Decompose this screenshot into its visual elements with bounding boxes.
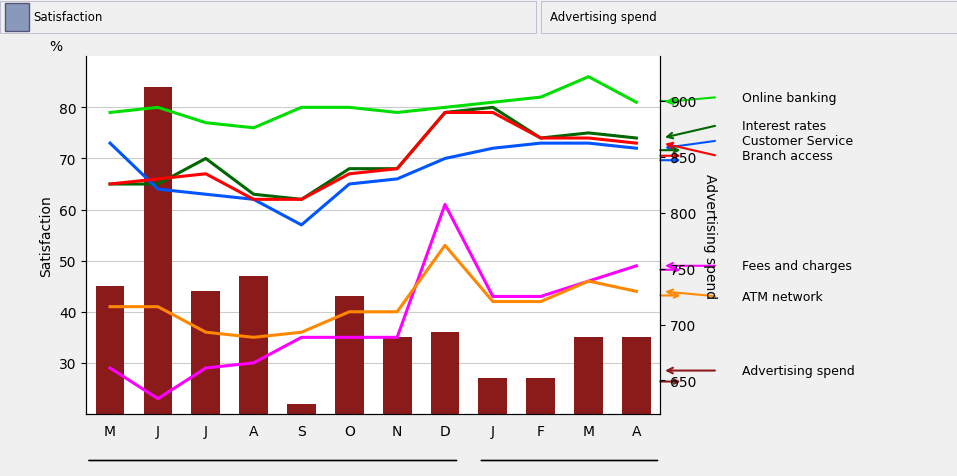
Text: Branch access: Branch access	[742, 150, 833, 163]
Bar	[622, 337, 651, 476]
Text: Advertising spend: Advertising spend	[742, 364, 855, 377]
Bar	[478, 378, 507, 476]
Bar	[526, 378, 555, 476]
Bar	[0, 2, 536, 34]
Bar	[335, 297, 364, 476]
Text: Interest rates: Interest rates	[742, 119, 826, 132]
Bar	[431, 333, 459, 476]
Text: Advertising spend: Advertising spend	[550, 11, 657, 24]
Bar	[5, 4, 29, 32]
Bar	[574, 337, 603, 476]
Y-axis label: Advertising spend: Advertising spend	[703, 173, 717, 298]
Bar	[287, 404, 316, 476]
Text: Customer Service: Customer Service	[742, 135, 853, 148]
Bar	[191, 292, 220, 476]
Bar	[144, 88, 172, 476]
Text: Fees and charges: Fees and charges	[742, 260, 852, 273]
Y-axis label: Satisfaction: Satisfaction	[39, 195, 54, 277]
Bar	[383, 337, 412, 476]
Bar	[239, 277, 268, 476]
Text: Satisfaction: Satisfaction	[33, 11, 102, 24]
Text: ATM network: ATM network	[742, 290, 822, 303]
Bar	[541, 2, 957, 34]
Bar	[96, 287, 124, 476]
Text: %: %	[49, 40, 62, 54]
Text: Online banking: Online banking	[742, 91, 836, 104]
